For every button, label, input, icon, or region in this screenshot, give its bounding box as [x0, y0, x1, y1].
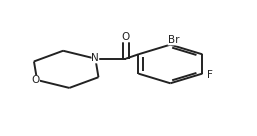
Text: N: N: [91, 53, 99, 63]
Text: O: O: [32, 75, 40, 85]
Text: Br: Br: [168, 35, 179, 45]
Text: F: F: [207, 70, 213, 80]
Text: O: O: [122, 32, 130, 42]
